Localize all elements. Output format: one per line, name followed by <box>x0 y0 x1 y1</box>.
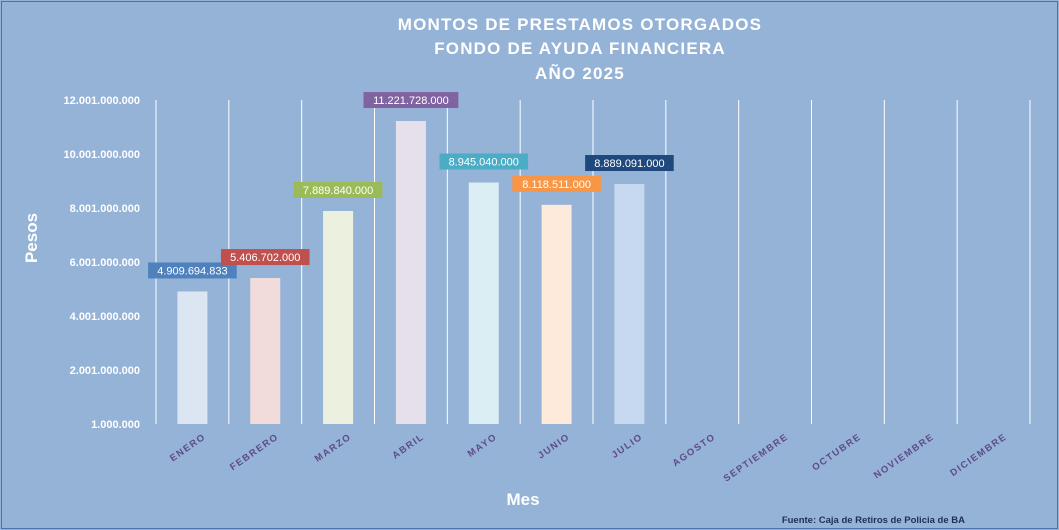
bar <box>541 204 572 424</box>
data-label-box <box>363 92 459 109</box>
data-label-box <box>220 249 310 266</box>
chart-title: MONTOS DE PRESTAMOS OTORGADOS FONDO DE A… <box>398 15 762 83</box>
chart-title-line-2: FONDO DE AYUDA FINANCIERA <box>434 39 726 58</box>
bar <box>395 121 426 424</box>
y-tick-label: 6.001.000.000 <box>70 257 140 269</box>
data-label-text: 8.945.040.000 <box>449 157 519 169</box>
data-label-box <box>585 155 674 172</box>
data-label: 8.889.091.000 <box>585 155 674 172</box>
y-axis-title: Pesos <box>22 213 41 263</box>
bar <box>468 182 499 424</box>
y-tick-label: 1.000.000 <box>91 419 140 431</box>
x-axis-title: Mes <box>506 490 539 509</box>
y-tick-label: 4.001.000.000 <box>70 311 140 323</box>
y-tick-label: 8.001.000.000 <box>70 203 140 215</box>
data-label: 11.221.728.000 <box>363 92 459 109</box>
chart-title-line-1: MONTOS DE PRESTAMOS OTORGADOS <box>398 15 762 34</box>
bar-layer <box>177 121 645 424</box>
x-tick-label: FEBRERO <box>228 431 281 473</box>
x-tick-label: NOVIEMBRE <box>872 431 937 481</box>
x-tick-label: SEPTIEMBRE <box>722 431 791 484</box>
y-tick-label: 10.001.000.000 <box>64 149 140 161</box>
y-tick-label: 2.001.000.000 <box>70 365 140 377</box>
data-label: 7.889.840.000 <box>293 182 383 199</box>
data-label-text: 7.889.840.000 <box>303 185 373 197</box>
data-label-text: 4.909.694.833 <box>157 265 227 277</box>
data-label-text: 5.406.702.000 <box>230 252 300 264</box>
data-label: 5.406.702.000 <box>220 249 310 266</box>
data-label-box <box>439 153 529 170</box>
source-note: Fuente: Caja de Retiros de Policia de BA <box>782 515 965 526</box>
x-tick-label: DICIEMBRE <box>948 431 1009 478</box>
bar <box>614 184 645 424</box>
x-tick-label: OCTUBRE <box>810 431 863 473</box>
x-axis-ticks: ENERO FEBRERO MARZO ABRIL MAYO JUNIO JULIO AGOS… <box>168 431 1009 484</box>
x-tick-label: JULIO <box>610 431 645 460</box>
data-label-box <box>512 175 601 192</box>
x-tick-label: MARZO <box>313 431 354 464</box>
data-label: 8.945.040.000 <box>439 153 529 170</box>
x-tick-label: JUNIO <box>536 431 572 461</box>
y-axis-ticks: 1.000.000 2.001.000.000 4.001.000.000 6.001… <box>64 95 140 431</box>
data-label-box <box>148 262 237 279</box>
bar <box>323 211 354 424</box>
data-label: 4.909.694.833 <box>148 262 237 279</box>
bar <box>250 278 281 424</box>
data-label-text: 8.889.091.000 <box>594 158 664 170</box>
data-label: 8.118.511.000 <box>512 175 601 192</box>
x-tick-label: ABRIL <box>390 431 426 461</box>
data-label-box <box>293 182 383 199</box>
x-tick-label: ENERO <box>168 431 208 464</box>
x-tick-label: AGOSTO <box>671 431 718 469</box>
data-label-text: 8.118.511.000 <box>522 179 591 191</box>
bar <box>177 291 208 424</box>
y-tick-label: 12.001.000.000 <box>64 95 140 107</box>
x-tick-label: MAYO <box>466 431 500 459</box>
data-label-text: 11.221.728.000 <box>373 95 449 107</box>
chart-title-line-3: AÑO 2025 <box>535 63 625 83</box>
